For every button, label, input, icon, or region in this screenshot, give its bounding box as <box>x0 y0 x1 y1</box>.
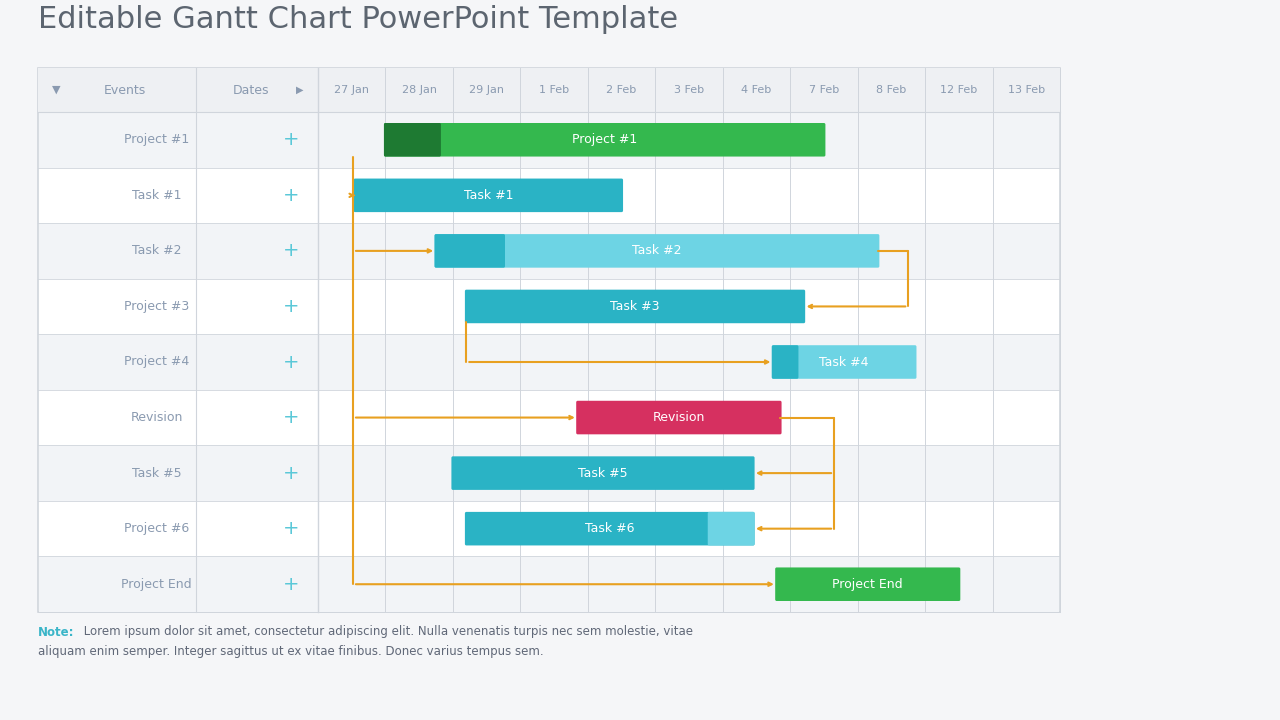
FancyBboxPatch shape <box>708 512 755 546</box>
Text: aliquam enim semper. Integer sagittus ut ex vitae finibus. Donec varius tempus s: aliquam enim semper. Integer sagittus ut… <box>38 646 544 659</box>
Text: Project End: Project End <box>832 577 904 590</box>
FancyBboxPatch shape <box>434 234 506 268</box>
Text: 28 Jan: 28 Jan <box>402 85 436 95</box>
Text: 12 Feb: 12 Feb <box>941 85 978 95</box>
FancyBboxPatch shape <box>353 179 623 212</box>
Text: 2 Feb: 2 Feb <box>607 85 636 95</box>
Text: +: + <box>283 353 300 372</box>
Text: +: + <box>283 297 300 316</box>
Text: Note:: Note: <box>38 626 74 639</box>
FancyBboxPatch shape <box>465 512 755 546</box>
Text: 1 Feb: 1 Feb <box>539 85 570 95</box>
Text: Task #6: Task #6 <box>585 522 635 535</box>
Text: Editable Gantt Chart PowerPoint Template: Editable Gantt Chart PowerPoint Template <box>38 6 678 35</box>
Text: Task #5: Task #5 <box>132 467 182 480</box>
FancyBboxPatch shape <box>772 345 799 379</box>
Text: +: + <box>283 186 300 204</box>
FancyBboxPatch shape <box>465 289 805 323</box>
Text: Project #1: Project #1 <box>572 133 637 146</box>
Text: Project #4: Project #4 <box>124 356 189 369</box>
Text: Events: Events <box>104 84 146 96</box>
Text: Task #2: Task #2 <box>132 244 182 257</box>
Text: Task #1: Task #1 <box>132 189 182 202</box>
Bar <box>38 68 1060 112</box>
FancyBboxPatch shape <box>384 123 826 156</box>
Text: 13 Feb: 13 Feb <box>1007 85 1044 95</box>
Text: Task #5: Task #5 <box>579 467 627 480</box>
Text: Project End: Project End <box>122 577 192 590</box>
Bar <box>38 168 1059 223</box>
FancyBboxPatch shape <box>452 456 755 490</box>
Text: Task #1: Task #1 <box>463 189 513 202</box>
Text: Revision: Revision <box>131 411 183 424</box>
Bar <box>38 279 1059 334</box>
Text: Project #6: Project #6 <box>124 522 189 535</box>
Bar <box>38 223 1059 279</box>
Text: ▼: ▼ <box>51 85 60 95</box>
Text: 8 Feb: 8 Feb <box>877 85 906 95</box>
Bar <box>38 68 1060 612</box>
Text: 7 Feb: 7 Feb <box>809 85 838 95</box>
Text: Revision: Revision <box>653 411 705 424</box>
Bar <box>38 334 1059 390</box>
Bar <box>38 446 1059 501</box>
Text: +: + <box>283 130 300 149</box>
FancyBboxPatch shape <box>776 567 960 601</box>
Text: 3 Feb: 3 Feb <box>675 85 704 95</box>
Text: +: + <box>283 241 300 261</box>
Text: ▶: ▶ <box>296 85 303 95</box>
Text: Task #4: Task #4 <box>819 356 869 369</box>
Text: 27 Jan: 27 Jan <box>334 85 369 95</box>
FancyBboxPatch shape <box>384 123 440 156</box>
Text: +: + <box>283 575 300 594</box>
FancyBboxPatch shape <box>576 401 782 434</box>
Text: +: + <box>283 519 300 538</box>
Text: Project #3: Project #3 <box>124 300 189 313</box>
Text: Project #1: Project #1 <box>124 133 189 146</box>
FancyBboxPatch shape <box>772 345 916 379</box>
FancyBboxPatch shape <box>434 234 879 268</box>
Text: +: + <box>283 408 300 427</box>
Text: +: + <box>283 464 300 482</box>
Text: 29 Jan: 29 Jan <box>470 85 504 95</box>
Text: Dates: Dates <box>233 84 269 96</box>
Bar <box>38 112 1059 168</box>
Bar <box>38 557 1059 612</box>
Text: Task #2: Task #2 <box>632 244 682 257</box>
Bar <box>38 501 1059 557</box>
Text: Lorem ipsum dolor sit amet, consectetur adipiscing elit. Nulla venenatis turpis : Lorem ipsum dolor sit amet, consectetur … <box>79 626 692 639</box>
Text: 4 Feb: 4 Feb <box>741 85 772 95</box>
Text: Task #3: Task #3 <box>611 300 659 313</box>
Bar <box>38 390 1059 446</box>
